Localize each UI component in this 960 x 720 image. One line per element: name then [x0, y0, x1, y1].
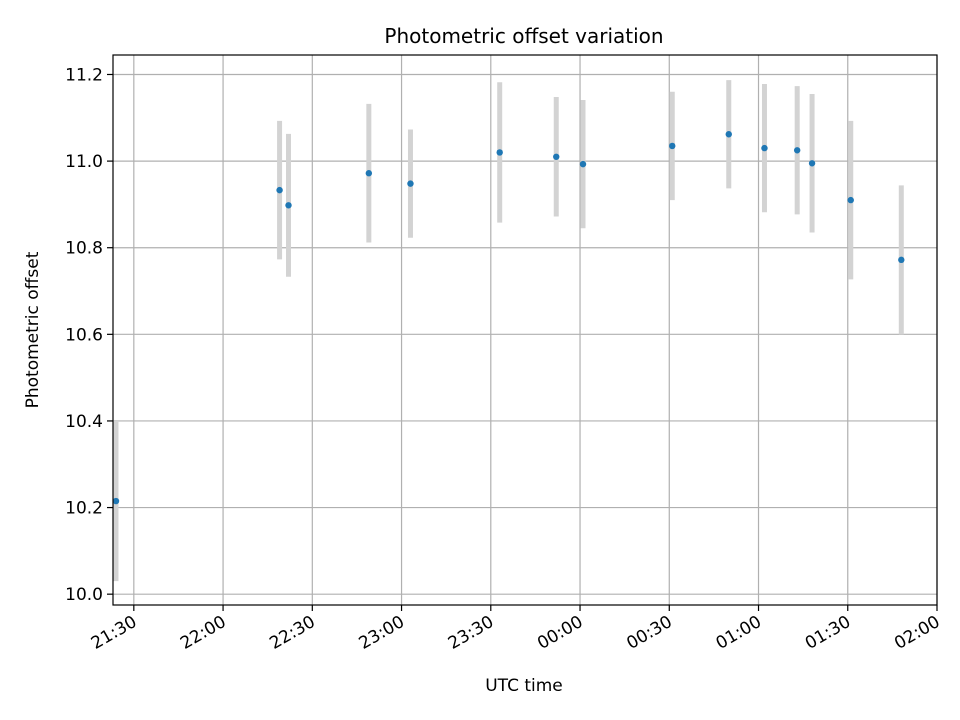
- data-point: [898, 256, 905, 264]
- data-point: [112, 497, 120, 505]
- data-point: [808, 160, 816, 167]
- data-point: [847, 196, 854, 204]
- data-points: [112, 131, 905, 505]
- y-tick-label: 10.2: [65, 499, 103, 519]
- y-tick-label: 11.2: [65, 65, 103, 85]
- chart-title: Photometric offset variation: [384, 24, 663, 48]
- y-tick-label: 10.4: [65, 412, 103, 432]
- data-point: [725, 131, 732, 138]
- y-tick-label: 10.6: [65, 325, 103, 345]
- y-axis-ticks: 10.0 10.2 10.4 10.6 10.8 11.0 11.2: [65, 65, 113, 605]
- data-point: [285, 202, 292, 209]
- y-tick-label: 10.8: [65, 239, 103, 259]
- data-point: [793, 147, 801, 154]
- data-point: [496, 149, 503, 156]
- data-point: [276, 186, 283, 194]
- data-point: [669, 142, 676, 150]
- x-axis-label: UTC time: [485, 676, 563, 696]
- y-tick-label: 10.0: [65, 585, 103, 605]
- data-point: [365, 170, 373, 177]
- y-tick-label: 11.0: [65, 152, 103, 172]
- data-point: [579, 160, 587, 168]
- plot-frame: [112, 54, 938, 606]
- grid: [113, 55, 938, 605]
- data-point: [553, 153, 560, 160]
- y-axis-label: Photometric offset: [23, 251, 43, 408]
- data-point: [761, 144, 768, 152]
- data-point: [407, 180, 414, 187]
